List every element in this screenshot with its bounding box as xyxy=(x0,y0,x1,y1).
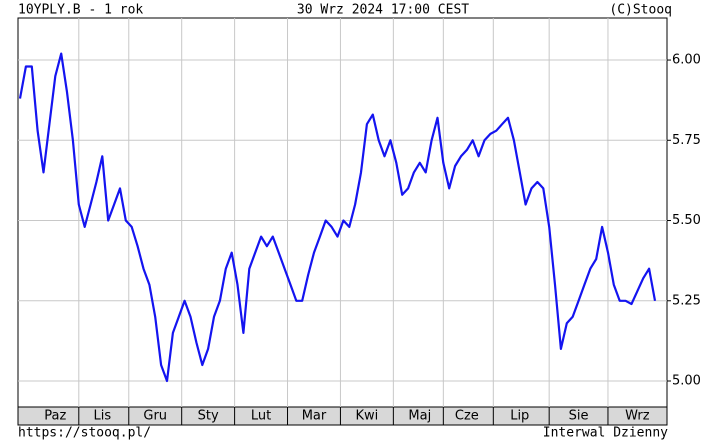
y-tick-label: 5.75 xyxy=(672,133,701,148)
x-axis-band xyxy=(18,407,667,425)
source: (C)Stooq xyxy=(609,3,672,18)
chart-subtitle: 30 Wrz 2024 17:00 CEST xyxy=(297,3,469,18)
y-tick-label: 6.00 xyxy=(672,53,701,68)
x-tick-label: Maj xyxy=(408,409,431,424)
x-tick-label: Gru xyxy=(143,409,167,424)
x-tick-label: Kwi xyxy=(356,409,379,424)
x-tick-label: Mar xyxy=(302,409,327,424)
y-tick-label: 5.50 xyxy=(672,213,701,228)
x-tick-label: Sie xyxy=(569,409,589,424)
x-tick-label: Lip xyxy=(510,409,529,424)
x-tick-label: Lut xyxy=(251,409,271,424)
chart-title: 10YPLY.B - 1 rok xyxy=(18,3,143,18)
y-tick-label: 5.25 xyxy=(672,293,701,308)
x-tick-label: Sty xyxy=(198,409,219,424)
y-tick-label: 5.00 xyxy=(672,374,701,389)
x-tick-label: Paz xyxy=(44,409,66,424)
footer-link[interactable]: https://stooq.pl/ xyxy=(18,426,151,441)
footer-interval: Interwal Dzienny xyxy=(543,426,668,441)
price-line xyxy=(18,52,657,383)
plot-frame xyxy=(17,17,668,426)
x-tick-label: Wrz xyxy=(625,409,650,424)
x-tick-label: Lis xyxy=(93,409,111,424)
x-tick-label: Cze xyxy=(455,409,479,424)
